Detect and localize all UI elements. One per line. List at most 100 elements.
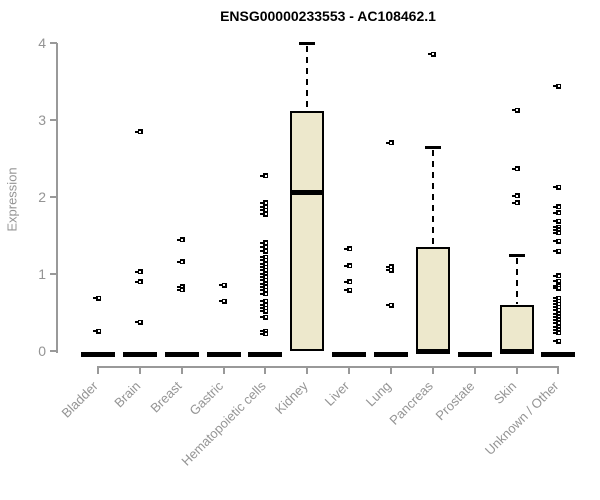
data-point <box>218 282 227 288</box>
y-tick-label: 1 <box>38 266 46 282</box>
data-point <box>553 298 562 304</box>
data-point <box>260 173 269 179</box>
data-point <box>511 200 520 206</box>
median-line <box>499 349 534 354</box>
data-point <box>93 328 101 334</box>
median-line <box>292 189 323 195</box>
data-point <box>553 273 562 279</box>
data-point <box>553 320 562 326</box>
data-point <box>260 274 269 280</box>
x-category-label: Lung <box>362 378 394 410</box>
data-point <box>344 287 353 293</box>
data-point <box>260 302 269 308</box>
data-point <box>93 295 101 301</box>
whisker-line <box>431 149 434 247</box>
data-point <box>260 305 269 311</box>
data-point <box>553 227 562 233</box>
y-axis-tick <box>50 273 57 275</box>
data-point <box>553 338 562 344</box>
data-point <box>553 204 562 209</box>
data-point <box>176 284 185 290</box>
data-point <box>218 298 227 304</box>
y-axis-tick <box>50 350 57 352</box>
zero-collapsed-box <box>206 352 241 357</box>
x-category-label: Pancreas <box>386 378 436 428</box>
data-point <box>385 264 394 270</box>
zero-collapsed-box <box>373 352 408 357</box>
data-point <box>553 218 562 224</box>
data-point <box>260 257 269 263</box>
chart-title: ENSG00000233553 - AC108462.1 <box>220 8 436 24</box>
data-point <box>260 264 269 270</box>
data-point <box>260 308 269 314</box>
x-category-label: Gastric <box>186 378 227 419</box>
data-point <box>553 83 562 89</box>
data-point <box>260 244 269 250</box>
median-line <box>415 349 450 354</box>
x-category-label: Unknown / Other <box>481 378 562 458</box>
data-point <box>260 291 269 297</box>
x-axis-line <box>97 366 560 368</box>
box-iqr <box>415 247 450 351</box>
data-point <box>260 267 269 273</box>
x-category-label: Brain <box>110 378 143 411</box>
data-point <box>260 200 269 206</box>
data-point <box>553 324 562 330</box>
whisker-line <box>515 257 518 304</box>
x-axis-tick <box>348 366 351 374</box>
data-point <box>260 248 269 254</box>
data-point <box>134 319 143 325</box>
data-point <box>553 184 562 190</box>
x-axis-tick <box>97 366 99 374</box>
x-category-label: Liver <box>321 378 353 409</box>
data-point <box>553 248 562 254</box>
box-iqr <box>290 110 325 351</box>
data-point <box>511 193 520 199</box>
data-point <box>553 210 562 216</box>
data-point <box>553 295 562 301</box>
whisker-cap <box>508 253 525 257</box>
data-point <box>260 211 269 217</box>
data-point <box>260 284 269 290</box>
whisker-cap <box>424 145 441 149</box>
zero-collapsed-box <box>457 352 492 357</box>
data-point <box>385 267 394 273</box>
data-point <box>134 129 143 135</box>
y-axis-tick <box>50 196 57 198</box>
data-point <box>260 314 269 320</box>
x-axis-tick <box>515 366 518 374</box>
zero-collapsed-box <box>81 352 115 357</box>
data-point <box>553 311 562 317</box>
data-point <box>260 261 269 267</box>
x-axis-tick <box>264 366 267 374</box>
data-point <box>176 237 185 243</box>
data-point <box>260 207 269 213</box>
y-tick-label: 4 <box>38 35 46 51</box>
data-point <box>553 304 562 310</box>
data-point <box>511 166 520 172</box>
y-axis-tick <box>50 42 57 44</box>
zero-collapsed-box <box>164 352 199 357</box>
data-point <box>385 302 394 308</box>
x-category-label: Prostate <box>432 378 478 424</box>
data-point <box>553 330 562 336</box>
data-point <box>260 240 269 246</box>
zero-collapsed-box <box>332 352 367 357</box>
x-category-label: Kidney <box>271 378 311 418</box>
y-axis-line <box>56 43 58 353</box>
zero-collapsed-box <box>248 352 283 357</box>
x-category-label: Skin <box>490 378 520 407</box>
data-point <box>260 277 269 283</box>
y-tick-label: 2 <box>38 189 46 205</box>
data-point <box>553 327 562 333</box>
x-axis-tick <box>431 366 434 374</box>
data-point <box>134 279 143 285</box>
data-point <box>260 281 269 286</box>
x-category-label: Breast <box>147 378 185 416</box>
data-point <box>553 285 562 291</box>
x-axis-tick <box>138 366 141 374</box>
data-point <box>260 287 269 293</box>
whisker-cap <box>299 42 316 45</box>
x-category-label: Bladder <box>58 378 101 421</box>
x-axis-tick <box>473 366 476 374</box>
